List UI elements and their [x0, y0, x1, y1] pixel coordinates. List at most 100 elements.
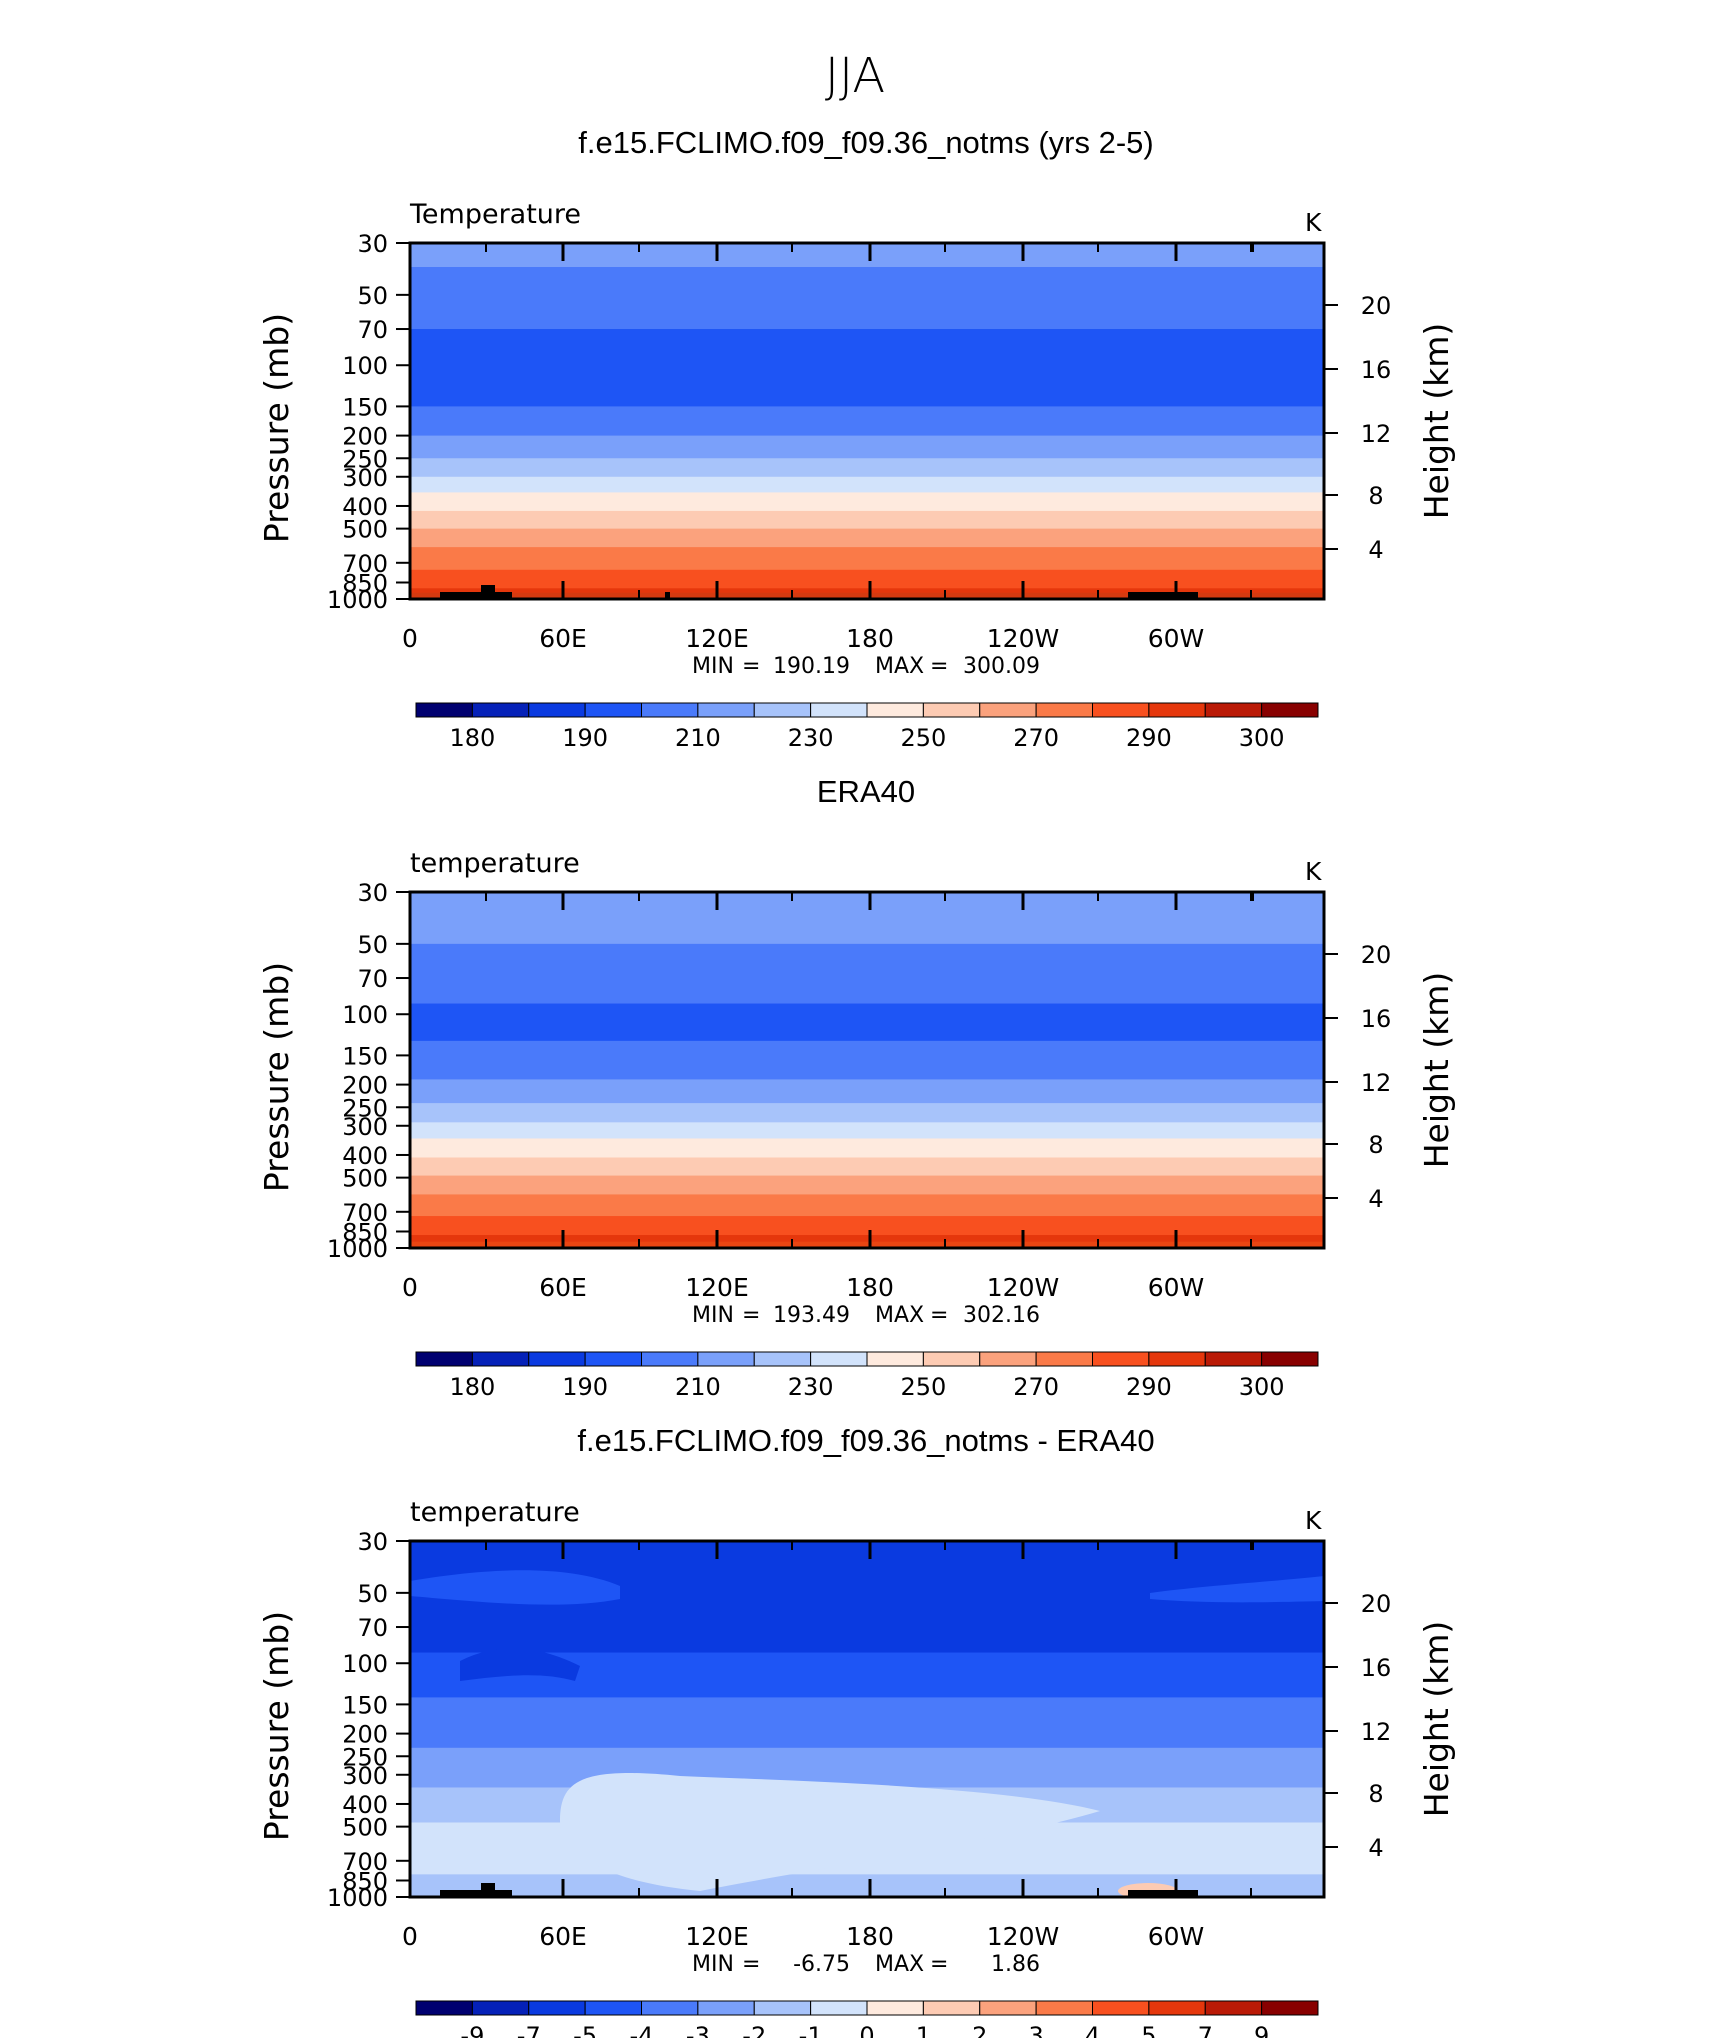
colorbar-label: 210: [675, 1373, 721, 1401]
max-value: 300.09: [963, 654, 1040, 679]
plot-frame: [408, 241, 1326, 601]
colorbar-swatch: [584, 2000, 642, 2016]
panel-2: f.e15.FCLIMO.f09_f09.36_notms - ERA40 tem…: [257, 1423, 1456, 2043]
colorbar-swatch: [1092, 1351, 1150, 1367]
colorbar-swatch: [528, 702, 586, 718]
colorbar-swatch: [866, 2000, 924, 2016]
colorbar-swatch: [641, 702, 699, 718]
colorbar-swatch: [1204, 702, 1263, 718]
x-tick-label: 180: [846, 624, 894, 653]
colorbar-label: 190: [562, 1373, 608, 1401]
terrain-block: [1128, 1890, 1198, 1897]
colorbar-label: 230: [788, 724, 834, 752]
contour-band: [410, 435, 1324, 460]
y-tick-label: 700: [342, 1848, 388, 1876]
y-tick-label: 150: [342, 1691, 388, 1719]
colorbar-label: 180: [449, 724, 495, 752]
colorbar-swatch: [697, 2000, 755, 2016]
max-label: MAX: [875, 654, 924, 679]
colorbar-swatch: [1204, 2000, 1263, 2016]
colorbar-label: 270: [1013, 1373, 1059, 1401]
contour-band: [410, 1122, 1324, 1140]
max-equals: =: [930, 1952, 948, 1977]
colorbar-swatch: [697, 702, 755, 718]
y-tick-label: 30: [357, 230, 388, 258]
contour-band: [410, 492, 1324, 512]
contour-band: [410, 547, 1324, 571]
colorbar-swatch: [641, 2000, 699, 2016]
x-tick-label: 0: [402, 624, 418, 653]
y-tick-label: 250: [342, 1743, 388, 1771]
x-tick-label: 120W: [987, 1273, 1059, 1302]
colorbar-label: 180: [449, 1373, 495, 1401]
contour-field: [410, 243, 1324, 599]
colorbar-swatch: [866, 702, 924, 718]
contour-band: [410, 1747, 1324, 1789]
x-tick-label: 120W: [987, 624, 1059, 653]
colorbar-label: -5: [573, 2022, 597, 2038]
colorbar-label: 0: [859, 2022, 874, 2038]
y-right-axis-label: Height (km): [1417, 323, 1456, 520]
y-tick-label: 30: [357, 1528, 388, 1556]
min-equals: =: [742, 1952, 760, 1977]
variable-label: temperature: [410, 1497, 580, 1528]
colorbar-swatch: [922, 2000, 981, 2016]
y-right-tick-label: 20: [1361, 941, 1392, 969]
x-tick-label: 60W: [1148, 1922, 1205, 1951]
y-tick-label: 700: [342, 1199, 388, 1227]
contour-band: [410, 528, 1324, 549]
colorbar-label: 7: [1198, 2022, 1213, 2038]
min-equals: =: [742, 654, 760, 679]
variable-label: Temperature: [409, 199, 581, 230]
terrain-block: [440, 1890, 512, 1897]
y-right-axis-label: Height (km): [1417, 1621, 1456, 1818]
y-right-tick-label: 8: [1368, 1780, 1383, 1808]
contour-blob: [460, 1648, 580, 1681]
colorbar: -9 -7 -5 -4 -3 -2 -1 0 1 2 3 4 5 7 9: [415, 2000, 1319, 2043]
colorbar-swatch: [753, 702, 812, 718]
y-axis-label: Pressure (mb): [257, 1611, 296, 1841]
variable-label: temperature: [410, 848, 580, 879]
y-tick-label: 1000: [327, 1884, 388, 1912]
x-tick-label: 180: [846, 1273, 894, 1302]
colorbar-label: 300: [1239, 724, 1285, 752]
colorbar-label: 210: [675, 724, 721, 752]
colorbar: 180 190 210 230 250 270 290 300: [415, 702, 1319, 752]
y-right-tick-label: 4: [1368, 536, 1383, 564]
colorbar-label: 290: [1126, 1373, 1172, 1401]
y-right-tick-label: 4: [1368, 1185, 1383, 1213]
colorbar-swatch: [1261, 702, 1319, 718]
contour-band: [410, 329, 1324, 408]
colorbar-label: -1: [799, 2022, 823, 2038]
min-equals: =: [742, 1303, 760, 1328]
colorbar-swatch: [979, 2000, 1037, 2016]
contour-band: [410, 1157, 1324, 1177]
colorbar-swatch: [697, 1351, 755, 1367]
contour-band: [410, 1003, 1324, 1042]
contour-band: [410, 1079, 1324, 1105]
colorbar-label: 5: [1141, 2022, 1156, 2038]
plot-frame: [408, 1539, 1326, 1899]
y-right-tick-label: 20: [1361, 1590, 1392, 1618]
y-tick-label: 250: [342, 445, 388, 473]
contour-blob: [560, 1773, 1100, 1891]
colorbar-swatch: [1035, 1351, 1093, 1367]
colorbar-swatch: [979, 702, 1037, 718]
colorbar-label: -3: [686, 2022, 710, 2038]
colorbar-label: 2: [972, 2022, 987, 2038]
y-right-tick-label: 12: [1361, 1718, 1392, 1746]
colorbar-swatch: [584, 1351, 642, 1367]
contour-band: [410, 1138, 1324, 1159]
y-right-axis-label: Height (km): [1417, 972, 1456, 1169]
y-tick-label: 850: [342, 1868, 388, 1896]
contour-field: [410, 1541, 1324, 1897]
colorbar-swatch: [1148, 1351, 1206, 1367]
colorbar-label: 4: [1085, 2022, 1100, 2038]
contour-field: [410, 892, 1324, 1248]
max-label: MAX: [875, 1303, 924, 1328]
colorbar-swatch: [1092, 702, 1150, 718]
y-tick-label: 200: [342, 423, 388, 451]
y-right-tick-label: 16: [1361, 1005, 1392, 1033]
y-tick-label: 50: [357, 931, 388, 959]
colorbar-label: -4: [630, 2022, 654, 2038]
